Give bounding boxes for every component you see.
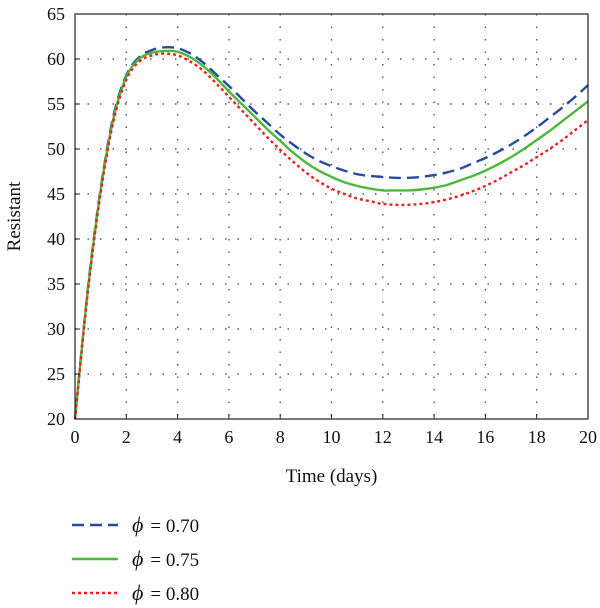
legend-value: = 0.70	[150, 516, 199, 537]
series-line-0	[73, 45, 589, 420]
y-tick-label: 50	[47, 139, 65, 159]
y-tick-label: 55	[47, 94, 65, 114]
legend-label-1: ϕ = 0.75	[132, 546, 199, 571]
y-tick-label: 20	[47, 409, 65, 429]
x-tick-label: 8	[276, 427, 285, 447]
legend-value: = 0.80	[150, 584, 199, 605]
series-line-2	[73, 52, 589, 420]
legend-symbol: ϕ	[132, 546, 143, 571]
legend-label-0: ϕ = 0.70	[132, 512, 199, 537]
x-tick-label: 18	[528, 427, 546, 447]
x-tick-label: 20	[579, 427, 597, 447]
y-tick-label: 35	[47, 274, 65, 294]
x-tick-label: 12	[374, 427, 392, 447]
y-tick-label: 40	[47, 229, 65, 249]
grid	[75, 14, 588, 419]
legend-symbol: ϕ	[132, 580, 143, 605]
x-tick-label: 14	[425, 427, 443, 447]
x-tick-label: 4	[173, 427, 182, 447]
legend-symbol: ϕ	[132, 512, 143, 537]
series-lines	[73, 45, 589, 420]
x-tick-label: 0	[71, 427, 80, 447]
legend-value: = 0.75	[150, 550, 199, 571]
x-tick-label: 16	[476, 427, 494, 447]
y-tick-label: 65	[47, 4, 65, 24]
axis-ticks: 0 2 4 6 8 10 12 14 16 18 20 20 25 30 35 40 45 50 55 60 65	[47, 4, 597, 447]
y-tick-label: 30	[47, 319, 65, 339]
legend: ϕ = 0.70 ϕ = 0.75 ϕ = 0.80	[72, 512, 199, 605]
x-tick-label: 10	[323, 427, 341, 447]
series-line-1	[73, 49, 589, 420]
y-tick-label: 25	[47, 364, 65, 384]
y-tick-label: 45	[47, 184, 65, 204]
y-tick-label: 60	[47, 49, 65, 69]
x-axis-title: Time (days)	[286, 466, 378, 487]
legend-label-2: ϕ = 0.80	[132, 580, 199, 605]
x-tick-label: 2	[122, 427, 131, 447]
x-tick-label: 6	[224, 427, 233, 447]
plot-area-frame	[74, 13, 589, 420]
y-axis-title: Resistant	[4, 181, 25, 251]
